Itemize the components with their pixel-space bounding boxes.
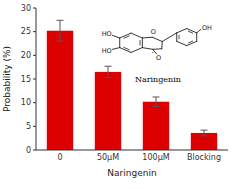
error-cap (105, 77, 112, 78)
y-tick (33, 55, 36, 56)
plot-area (47, 20, 217, 150)
structure-bond (152, 52, 154, 54)
y-tick-label: 5 (26, 122, 31, 131)
structure-name: Naringenin (135, 75, 181, 84)
structure-bond (120, 48, 131, 53)
error-bar (57, 20, 64, 41)
y-tick-label: 20 (21, 51, 31, 60)
error-cap (153, 106, 160, 107)
y-tick (33, 150, 36, 151)
y-tick-label: 10 (21, 98, 31, 107)
error-bar (105, 66, 112, 77)
x-axis-title: Naringenin (107, 168, 156, 178)
structure-bond (188, 41, 193, 43)
y-tick-label: 0 (26, 146, 31, 155)
structure-bond (177, 29, 187, 33)
y-tick (33, 31, 36, 32)
structure-bond (120, 33, 131, 38)
structure-bond (162, 33, 177, 42)
structure (112, 29, 200, 54)
x-tick-label: Blocking (187, 153, 221, 162)
structure-bond (187, 41, 197, 45)
structure-bond (179, 35, 180, 39)
error-stem (156, 97, 157, 106)
error-cap (153, 96, 160, 97)
structure-bond (123, 36, 129, 39)
structure-bond (197, 29, 201, 33)
structure-atom: O (151, 28, 156, 36)
x-tick-label: 100μM (142, 153, 169, 162)
structure-bond (176, 33, 177, 42)
structure-bond (119, 38, 120, 48)
chart: 0 5 10 15 20 25 30 0 50μM 100μM Blocking Naringenin… (0, 0, 234, 189)
error-bar (201, 130, 208, 136)
x-tick-label: 50μM (97, 153, 119, 162)
structure-bond (188, 31, 193, 33)
y-tick (33, 8, 36, 9)
y-tick (33, 79, 36, 80)
structure-bond (131, 33, 142, 38)
structure-atom: HO (102, 47, 112, 55)
structure-bond (161, 42, 162, 49)
x-tick-label: 0 (57, 153, 62, 162)
y-axis-title: Probability (%) (2, 46, 12, 112)
structure-atom: O (156, 54, 161, 62)
error-cap (201, 135, 208, 136)
error-cap (201, 130, 208, 131)
y-tick (33, 126, 36, 127)
structure-bond (140, 40, 141, 45)
structure-bond (152, 37, 162, 41)
bar (143, 102, 169, 150)
y-tick (33, 102, 36, 103)
error-cap (105, 66, 112, 67)
error-stem (204, 130, 205, 136)
structure-bond (177, 41, 187, 45)
y-tick-label: 30 (21, 4, 31, 13)
x-axis-line (36, 150, 228, 151)
structure-bond (187, 29, 197, 33)
bar (191, 133, 217, 150)
structure-bond (131, 48, 142, 53)
structure-atom: OH (202, 24, 212, 32)
structure-bond (112, 48, 119, 50)
structure-bond (112, 35, 119, 38)
structure-bond (142, 48, 152, 50)
error-cap (57, 41, 64, 42)
structure-bond (153, 48, 162, 50)
structure-bond (142, 38, 143, 48)
y-tick-label: 25 (21, 27, 31, 36)
error-stem (108, 66, 109, 77)
error-bar (153, 97, 160, 106)
bar (95, 72, 121, 150)
bar (47, 31, 73, 150)
error-cap (57, 20, 64, 21)
y-tick-label: 15 (21, 75, 31, 84)
structure-atom: HO (102, 30, 112, 38)
error-stem (60, 20, 61, 41)
structure-bond (142, 37, 152, 39)
structure-bond (196, 33, 197, 42)
structure-bond (123, 47, 129, 50)
